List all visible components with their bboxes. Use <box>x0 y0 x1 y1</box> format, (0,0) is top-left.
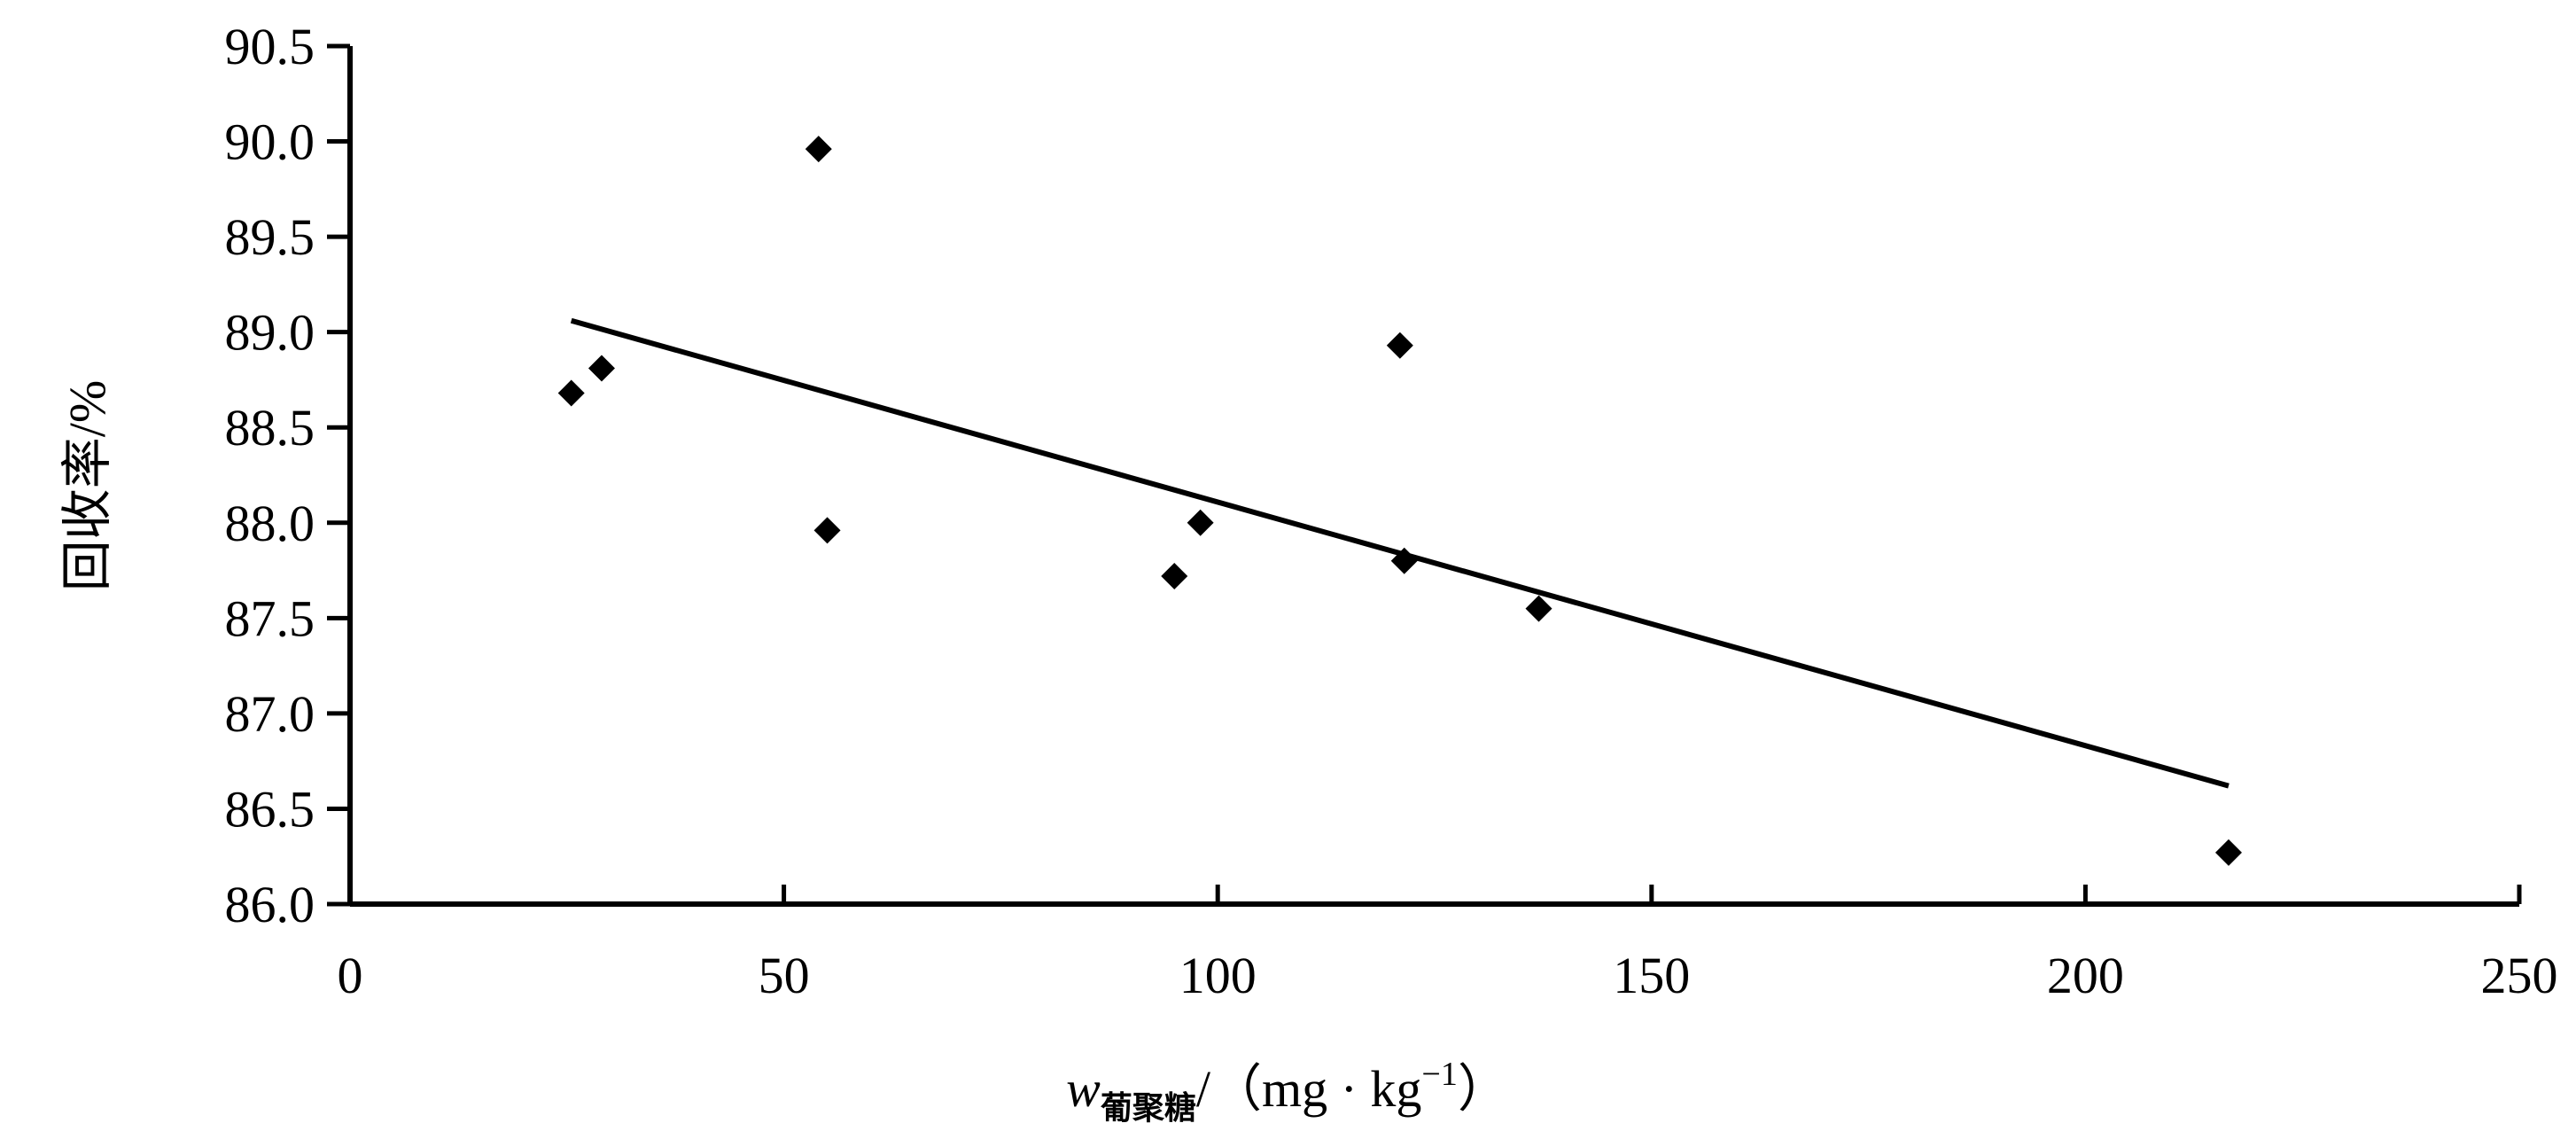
y-tick-label: 88.0 <box>225 495 315 552</box>
data-point <box>1525 595 1553 622</box>
x-label-unit-exponent: −1 <box>1421 1056 1457 1093</box>
y-tick-label: 90.0 <box>225 113 315 171</box>
data-points <box>557 136 2242 866</box>
data-point <box>2214 838 2242 866</box>
x-label-symbol: w <box>1066 1060 1101 1118</box>
x-tick-label: 50 <box>759 947 810 1004</box>
data-point <box>813 517 841 544</box>
x-label-unit-close: ） <box>1458 1060 1509 1118</box>
data-point <box>557 379 585 407</box>
y-tick-label: 89.5 <box>225 208 315 266</box>
y-tick-label: 87.5 <box>225 589 315 647</box>
x-label-subscript: 葡聚糖 <box>1101 1090 1196 1126</box>
x-tick-label: 200 <box>2047 947 2124 1004</box>
data-point <box>805 136 832 163</box>
data-point <box>1386 332 1413 359</box>
y-tick-label: 87.0 <box>225 685 315 743</box>
data-point <box>1187 509 1214 536</box>
y-tick-label: 86.5 <box>225 780 315 838</box>
y-tick-label: 88.5 <box>225 399 315 456</box>
y-tick-label: 90.5 <box>225 18 315 75</box>
x-tick-label: 150 <box>1613 947 1690 1004</box>
x-axis-ticks: 0 50 100 150 200 250 <box>338 885 2558 1004</box>
y-axis-label: 回收率/% <box>58 380 116 591</box>
x-label-unit: /（mg · kg <box>1196 1060 1422 1118</box>
data-point <box>588 355 615 382</box>
x-tick-label: 0 <box>338 947 363 1004</box>
y-axis-ticks: 86.0 86.5 87.0 87.5 88.0 88.5 89.0 89.5 90.0 90.5 <box>225 18 350 933</box>
data-point <box>1390 547 1418 574</box>
data-point <box>1161 563 1188 590</box>
x-tick-label: 100 <box>1179 947 1257 1004</box>
x-axis-label: w葡聚糖/（mg · kg−1） <box>1066 1056 1509 1126</box>
x-tick-label: 250 <box>2481 947 2558 1004</box>
y-tick-label: 86.0 <box>225 876 315 933</box>
y-tick-label: 89.0 <box>225 304 315 362</box>
